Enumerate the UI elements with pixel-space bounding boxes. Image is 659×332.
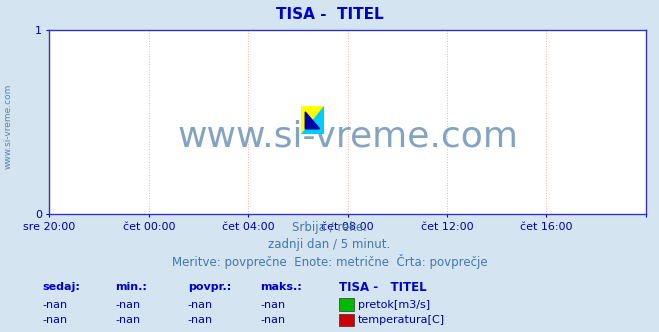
Text: -nan: -nan <box>43 315 68 325</box>
Text: -nan: -nan <box>260 300 285 310</box>
Text: www.si-vreme.com: www.si-vreme.com <box>177 120 518 154</box>
Text: TISA -  TITEL: TISA - TITEL <box>275 7 384 23</box>
Polygon shape <box>301 106 324 134</box>
Text: -nan: -nan <box>188 300 213 310</box>
Text: -nan: -nan <box>43 300 68 310</box>
Text: sedaj:: sedaj: <box>43 282 80 292</box>
Text: zadnji dan / 5 minut.: zadnji dan / 5 minut. <box>268 238 391 251</box>
Text: min.:: min.: <box>115 282 147 292</box>
Text: temperatura[C]: temperatura[C] <box>358 315 445 325</box>
Text: TISA -   TITEL: TISA - TITEL <box>339 281 427 294</box>
Text: -nan: -nan <box>188 315 213 325</box>
Polygon shape <box>301 106 324 134</box>
Text: Meritve: povprečne  Enote: metrične  Črta: povprečje: Meritve: povprečne Enote: metrične Črta:… <box>172 254 487 270</box>
Text: -nan: -nan <box>260 315 285 325</box>
Text: -nan: -nan <box>115 315 140 325</box>
Text: -nan: -nan <box>115 300 140 310</box>
Polygon shape <box>305 112 320 129</box>
Text: Srbija / reke.: Srbija / reke. <box>292 221 367 234</box>
Text: pretok[m3/s]: pretok[m3/s] <box>358 300 430 310</box>
Text: maks.:: maks.: <box>260 282 302 292</box>
Text: www.si-vreme.com: www.si-vreme.com <box>3 83 13 169</box>
Text: povpr.:: povpr.: <box>188 282 231 292</box>
